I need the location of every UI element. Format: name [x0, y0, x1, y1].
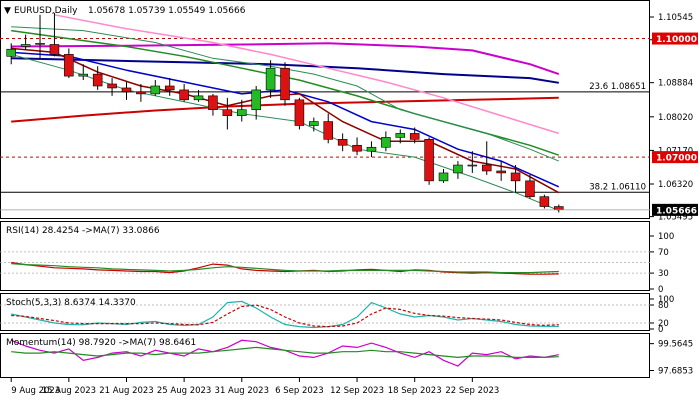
moving-average-line — [11, 26, 559, 162]
candle-body — [265, 67, 276, 91]
stoch-tick-label: 100 — [658, 295, 674, 305]
price-tick-label: 1.05495 — [658, 213, 693, 223]
current-price-label: 1.05666 — [656, 206, 697, 216]
candle-body — [554, 206, 564, 210]
momentum-tick-label: 99.5645 — [658, 340, 693, 350]
candle-body — [323, 121, 333, 140]
candle-body — [107, 83, 117, 89]
price-chart: 1.105451.099691.088841.080201.071701.063… — [0, 12, 698, 223]
x-tick-label: 31 Aug 2023 — [215, 386, 269, 396]
candle-body — [280, 67, 290, 101]
rsi-series-line — [11, 263, 559, 274]
symbol-icon: ▼ — [4, 6, 11, 16]
price-tick-label: 1.08020 — [658, 113, 693, 123]
candle-body — [208, 95, 218, 110]
momentum-chart: 99.5645 97.6853 — [10, 340, 693, 376]
candle-body — [496, 170, 506, 174]
key-level-tag — [652, 32, 698, 45]
moving-average-line — [11, 96, 559, 123]
candle-body — [78, 73, 89, 77]
stoch-title: Stoch(5,3,3) 8.6374 14.3370 — [6, 298, 136, 308]
ohlc-readout: 1.05678 1.05739 1.05549 1.05666 — [88, 6, 246, 16]
candle-body — [92, 73, 103, 87]
x-tick-label: 6 Sep 2023 — [275, 386, 323, 396]
candle-body — [337, 139, 348, 146]
candle-body — [20, 44, 31, 47]
candle-body — [352, 144, 362, 152]
stoch-series-line — [11, 304, 559, 328]
symbol-timeframe: EURUSD,Daily — [14, 6, 78, 16]
fib-level-label: 23.6 1.08651 — [589, 82, 646, 92]
momentum-tick-label: 97.6853 — [658, 366, 693, 376]
candle-body — [64, 54, 74, 77]
x-tick-label: 15 Aug 2023 — [42, 386, 96, 396]
rsi-tick-label: 100 — [658, 232, 674, 242]
rsi-series-line — [11, 261, 559, 275]
current-price-tag — [652, 203, 698, 216]
candle-body — [6, 48, 16, 57]
price-tick-label: 1.10545 — [658, 13, 693, 23]
price-tick-label: 1.08884 — [658, 79, 693, 89]
candle-body — [366, 146, 377, 152]
candle-body — [294, 99, 305, 126]
momentum-title: Momentum(14) 98.7920 ->MA(7) 98.6461 — [6, 338, 196, 348]
candle-body — [525, 180, 535, 197]
momentum-series-line — [11, 346, 559, 359]
stoch-tick-label: 0 — [658, 325, 663, 335]
rsi-pane-frame — [0, 221, 650, 291]
rsi-chart: 100 70 30 0 — [0, 232, 674, 295]
moving-average-line — [11, 51, 560, 188]
price-pane-frame — [0, 0, 650, 219]
key-level-label: 1.10000 — [656, 35, 697, 45]
stoch-pane-frame — [0, 293, 650, 331]
stoch-tick-label: 20 — [658, 319, 669, 329]
rsi-tick-label: 30 — [658, 269, 669, 279]
candle-body — [136, 91, 146, 95]
rsi-tick-label: 70 — [658, 248, 669, 258]
moving-average-line — [11, 57, 559, 84]
candle-body — [121, 87, 132, 93]
moving-average-line — [11, 42, 560, 76]
candle-body — [510, 172, 521, 182]
momentum-pane-frame — [0, 333, 650, 378]
key-level-label: 1.07000 — [656, 154, 697, 164]
candle-body — [251, 89, 261, 110]
candle-body — [49, 44, 60, 55]
x-tick-label: 12 Sep 2023 — [330, 386, 384, 396]
candle-body — [237, 109, 247, 116]
candle-body — [409, 133, 420, 140]
candle-body — [539, 196, 550, 207]
candle-body — [150, 85, 161, 95]
candle-body — [381, 137, 391, 148]
rsi-title: RSI(14) 28.4254 ->MA(7) 33.0866 — [6, 226, 160, 236]
candle-body — [193, 95, 204, 101]
moving-average-line — [54, 14, 560, 135]
candle-body — [395, 133, 406, 138]
x-tick-label: 22 Sep 2023 — [445, 386, 499, 396]
x-tick-label: 18 Sep 2023 — [388, 386, 442, 396]
candle-body — [438, 172, 449, 182]
fib-level-label: 38.2 1.06110 — [589, 182, 646, 192]
x-tick-label: 9 Aug 2023 — [11, 386, 60, 396]
candle-body — [424, 139, 434, 182]
key-level-tag — [652, 151, 698, 164]
price-tick-label: 1.06320 — [658, 180, 693, 190]
candle-body — [481, 164, 492, 172]
candle-body — [179, 89, 189, 101]
rsi-tick-label: 0 — [658, 285, 663, 295]
candle-body — [35, 42, 45, 45]
x-tick-label: 21 Aug 2023 — [99, 386, 153, 396]
stoch-tick-label: 80 — [658, 301, 669, 311]
candle-body — [164, 85, 175, 91]
x-tick-label: 25 Aug 2023 — [157, 386, 211, 396]
candle-body — [222, 109, 233, 116]
candle-body — [453, 164, 463, 174]
candle-body — [309, 121, 319, 126]
candle-body — [467, 164, 478, 167]
